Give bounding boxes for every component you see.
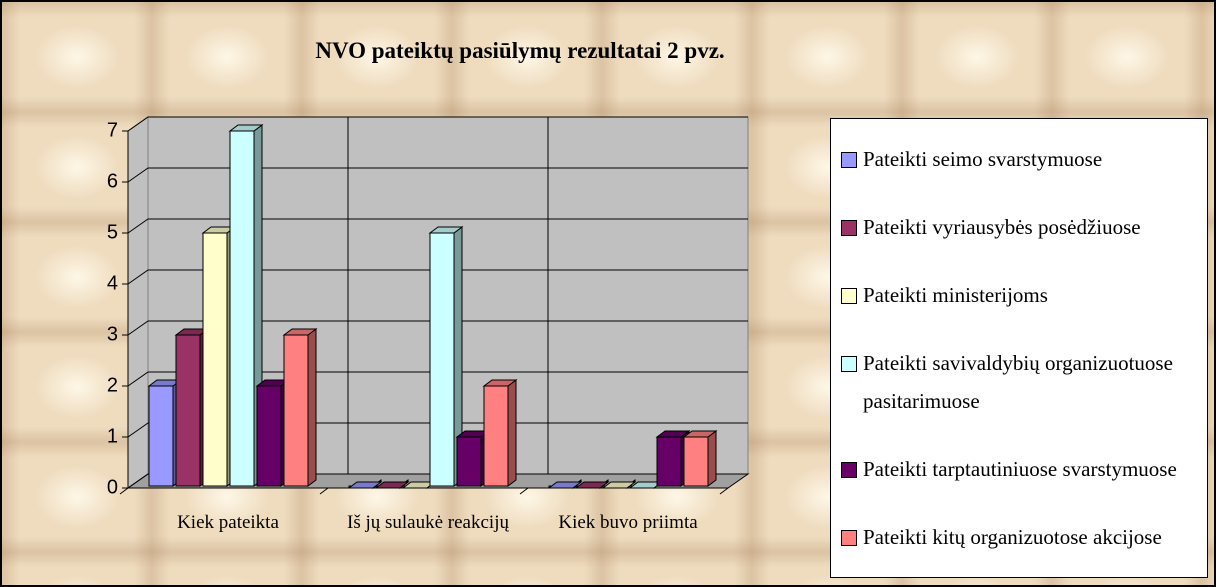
bar-top: [601, 481, 637, 489]
x-tick-label: Kiek pateikta: [177, 512, 279, 533]
legend-label: Pateikti ministerijoms: [863, 283, 1048, 307]
bar: [374, 479, 410, 489]
legend-item: Pateikti seimo svarstymuose: [831, 140, 1207, 178]
legend-swatch: [841, 356, 857, 372]
bar-top: [347, 481, 383, 489]
bar: [347, 479, 383, 489]
legend-item: Pateikti tarptautiniuose svarstymuose: [831, 450, 1207, 488]
bar-top: [682, 430, 718, 438]
legend-swatch: [841, 288, 857, 304]
bar-front: [283, 334, 309, 487]
bar-front: [683, 436, 709, 487]
bar-top: [574, 481, 610, 489]
y-tick-label: 3: [107, 323, 118, 345]
side-wall: [127, 116, 149, 489]
bar-top: [482, 379, 518, 387]
bar-front: [202, 232, 228, 487]
x-tick-label: Kiek buvo priimta: [558, 512, 698, 533]
legend-item: Pateikti ministerijoms: [831, 276, 1207, 314]
y-tick-label: 4: [107, 272, 118, 294]
legend: Pateikti seimo svarstymuose Pateikti vyri…: [830, 118, 1208, 578]
bar-front: [456, 436, 482, 487]
legend-label: Pateikti seimo svarstymuose: [863, 147, 1103, 171]
bar-side: [707, 430, 717, 487]
bar-front: [256, 385, 282, 487]
bar: [574, 479, 610, 489]
chart-title: NVO pateiktų pasiūlymų rezultatai 2 pvz.: [315, 38, 725, 63]
bar: [482, 379, 518, 487]
bar: [601, 479, 637, 489]
x-tick: [719, 487, 729, 495]
x-tick: [319, 487, 329, 495]
bar-top: [547, 481, 583, 489]
y-tick-label: 0: [107, 476, 118, 498]
legend-label: Pateikti kitų organizuotose akcijose: [863, 525, 1162, 549]
legend-item: Pateikti savivaldybių organizuotuose pas…: [831, 344, 1207, 420]
bar-top: [228, 124, 264, 132]
bar-front: [483, 385, 509, 487]
bar-top: [282, 328, 318, 336]
bar-side: [507, 379, 517, 487]
bar-front: [148, 385, 174, 487]
bar-side: [307, 328, 317, 487]
bar-front: [175, 334, 201, 487]
y-tick-label: 6: [107, 170, 118, 192]
bar: [682, 430, 718, 487]
legend-swatch: [841, 152, 857, 168]
bar-front: [229, 130, 255, 487]
bar-top: [374, 481, 410, 489]
x-tick-label: Iš jų sulaukė reakcijų: [347, 512, 509, 533]
legend-label: Pateikti vyriausybės posėdžiuose: [863, 215, 1141, 239]
y-tick-label: 5: [107, 221, 118, 243]
y-tick-label: 2: [107, 374, 118, 396]
bar: [282, 328, 318, 487]
legend-item: Pateikti vyriausybės posėdžiuose: [831, 208, 1207, 246]
legend-label: Pateikti tarptautiniuose svarstymuose: [863, 457, 1177, 481]
legend-swatch: [841, 530, 857, 546]
legend-swatch: [841, 462, 857, 478]
y-tick-label: 7: [107, 119, 118, 141]
bar: [547, 479, 583, 489]
bar-front: [429, 232, 455, 487]
legend-swatch: [841, 220, 857, 236]
x-tick: [519, 487, 529, 495]
y-tick-label: 1: [107, 425, 118, 447]
bar-top: [655, 430, 691, 438]
bar-front: [656, 436, 682, 487]
bar-top: [428, 226, 464, 234]
legend-label: Pateikti savivaldybių organizuotuose pas…: [863, 351, 1173, 413]
legend-item: Pateikti kitų organizuotose akcijose: [831, 518, 1207, 556]
x-tick: [119, 487, 129, 495]
